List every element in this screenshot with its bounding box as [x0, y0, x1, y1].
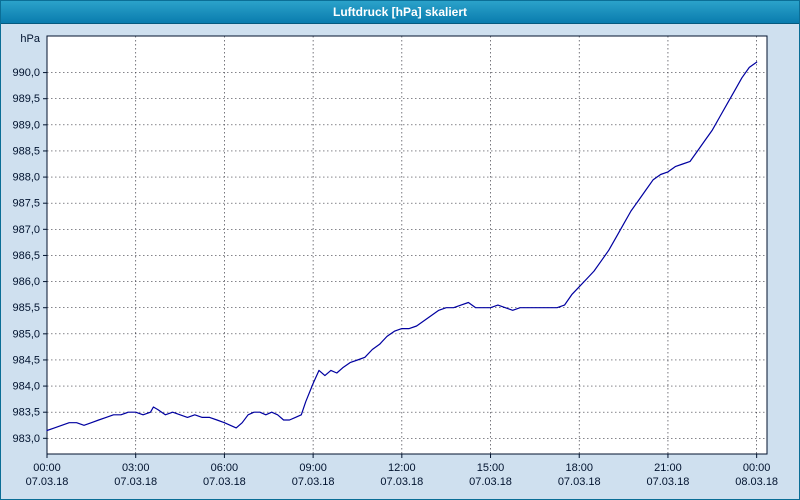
y-tick-label: 986,0	[12, 276, 40, 288]
y-tick-label: 985,5	[12, 302, 40, 314]
x-tick-date: 07.03.18	[203, 476, 246, 488]
x-tick-time: 21:00	[654, 462, 682, 474]
x-tick-time: 06:00	[211, 462, 239, 474]
x-tick-date: 07.03.18	[469, 476, 512, 488]
y-tick-label: 989,5	[12, 93, 40, 105]
x-tick-date: 08.03.18	[735, 476, 778, 488]
x-tick-time: 00:00	[33, 462, 61, 474]
y-tick-label: 990,0	[12, 67, 40, 79]
window-titlebar: Luftdruck [hPa] skaliert	[1, 1, 799, 24]
x-tick-time: 09:00	[299, 462, 327, 474]
y-tick-label: 988,0	[12, 172, 40, 184]
x-tick-date: 07.03.18	[26, 476, 69, 488]
y-axis-unit-label: hPa	[20, 33, 40, 45]
x-tick-date: 07.03.18	[380, 476, 423, 488]
y-tick-label: 984,0	[12, 381, 40, 393]
x-tick-date: 07.03.18	[114, 476, 157, 488]
y-tick-label: 988,5	[12, 145, 40, 157]
x-tick-date: 07.03.18	[292, 476, 335, 488]
x-tick-time: 18:00	[565, 462, 593, 474]
y-tick-label: 987,0	[12, 224, 40, 236]
pressure-line	[46, 61, 758, 432]
x-tick-time: 15:00	[477, 462, 505, 474]
x-tick-time: 03:00	[122, 462, 150, 474]
y-tick-label: 989,0	[12, 119, 40, 131]
window-title: Luftdruck [hPa] skaliert	[332, 5, 468, 19]
y-tick-label: 987,5	[12, 198, 40, 210]
y-tick-label: 984,5	[12, 354, 40, 366]
x-tick-time: 12:00	[388, 462, 416, 474]
plot-border	[46, 35, 768, 455]
y-tick-label: 985,0	[12, 328, 40, 340]
y-tick-label: 983,5	[12, 407, 40, 419]
plot-background	[47, 36, 767, 454]
x-tick-date: 07.03.18	[558, 476, 601, 488]
pressure-chart-svg: 983,0 983,5 984,0 984,5 985,0 985,5 986,0 986,5…	[12, 33, 778, 488]
x-tick-date: 07.03.18	[647, 476, 690, 488]
y-tick-label: 983,0	[12, 433, 40, 445]
x-tick-time: 00:00	[743, 462, 771, 474]
chart-area: 983,0 983,5 984,0 984,5 985,0 985,5 986,0 986,5…	[1, 24, 799, 500]
y-tick-label: 986,5	[12, 250, 40, 262]
